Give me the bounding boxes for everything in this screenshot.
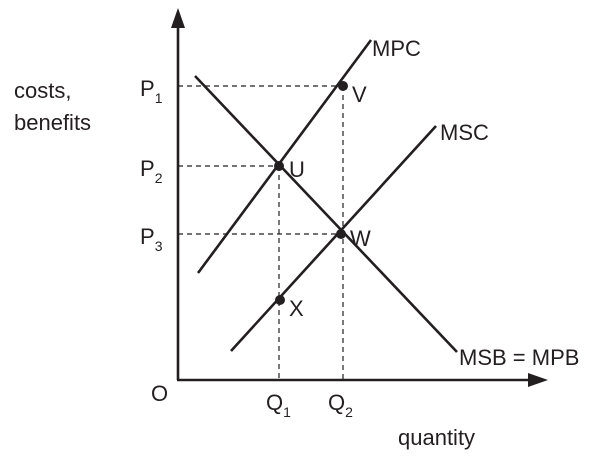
quantity-label-q1: Q1 (266, 390, 291, 420)
y-axis-arrowhead (171, 8, 185, 28)
x-axis-arrowhead (528, 373, 548, 387)
point-v-label: V (352, 82, 367, 107)
price-label-p2: P2 (140, 156, 163, 186)
point-u-dot (274, 161, 284, 171)
quantity-label-q2: Q2 (328, 390, 353, 420)
guide-lines (178, 85, 344, 380)
msb-mpb-curve (194, 75, 458, 353)
price-label-p1: P1 (140, 76, 163, 106)
msb-mpb-label: MSB = MPB (459, 345, 579, 370)
point-w-dot (336, 229, 346, 239)
msc-label: MSC (440, 120, 489, 145)
price-label-p3: P3 (140, 224, 163, 254)
point-x-dot (275, 295, 285, 305)
mpc-label: MPC (372, 36, 421, 61)
y-axis-label-line1: costs, (14, 78, 71, 103)
x-axis-label: quantity (398, 425, 475, 450)
origin-label: O (151, 381, 168, 406)
point-v-dot (338, 81, 348, 91)
point-x-label: X (289, 296, 304, 321)
point-u-label: U (289, 157, 305, 182)
axes (171, 8, 548, 387)
point-w-label: W (350, 226, 371, 251)
msc-curve (230, 125, 437, 352)
y-axis-label-line2: benefits (14, 110, 91, 135)
mpc-curve (196, 39, 373, 274)
